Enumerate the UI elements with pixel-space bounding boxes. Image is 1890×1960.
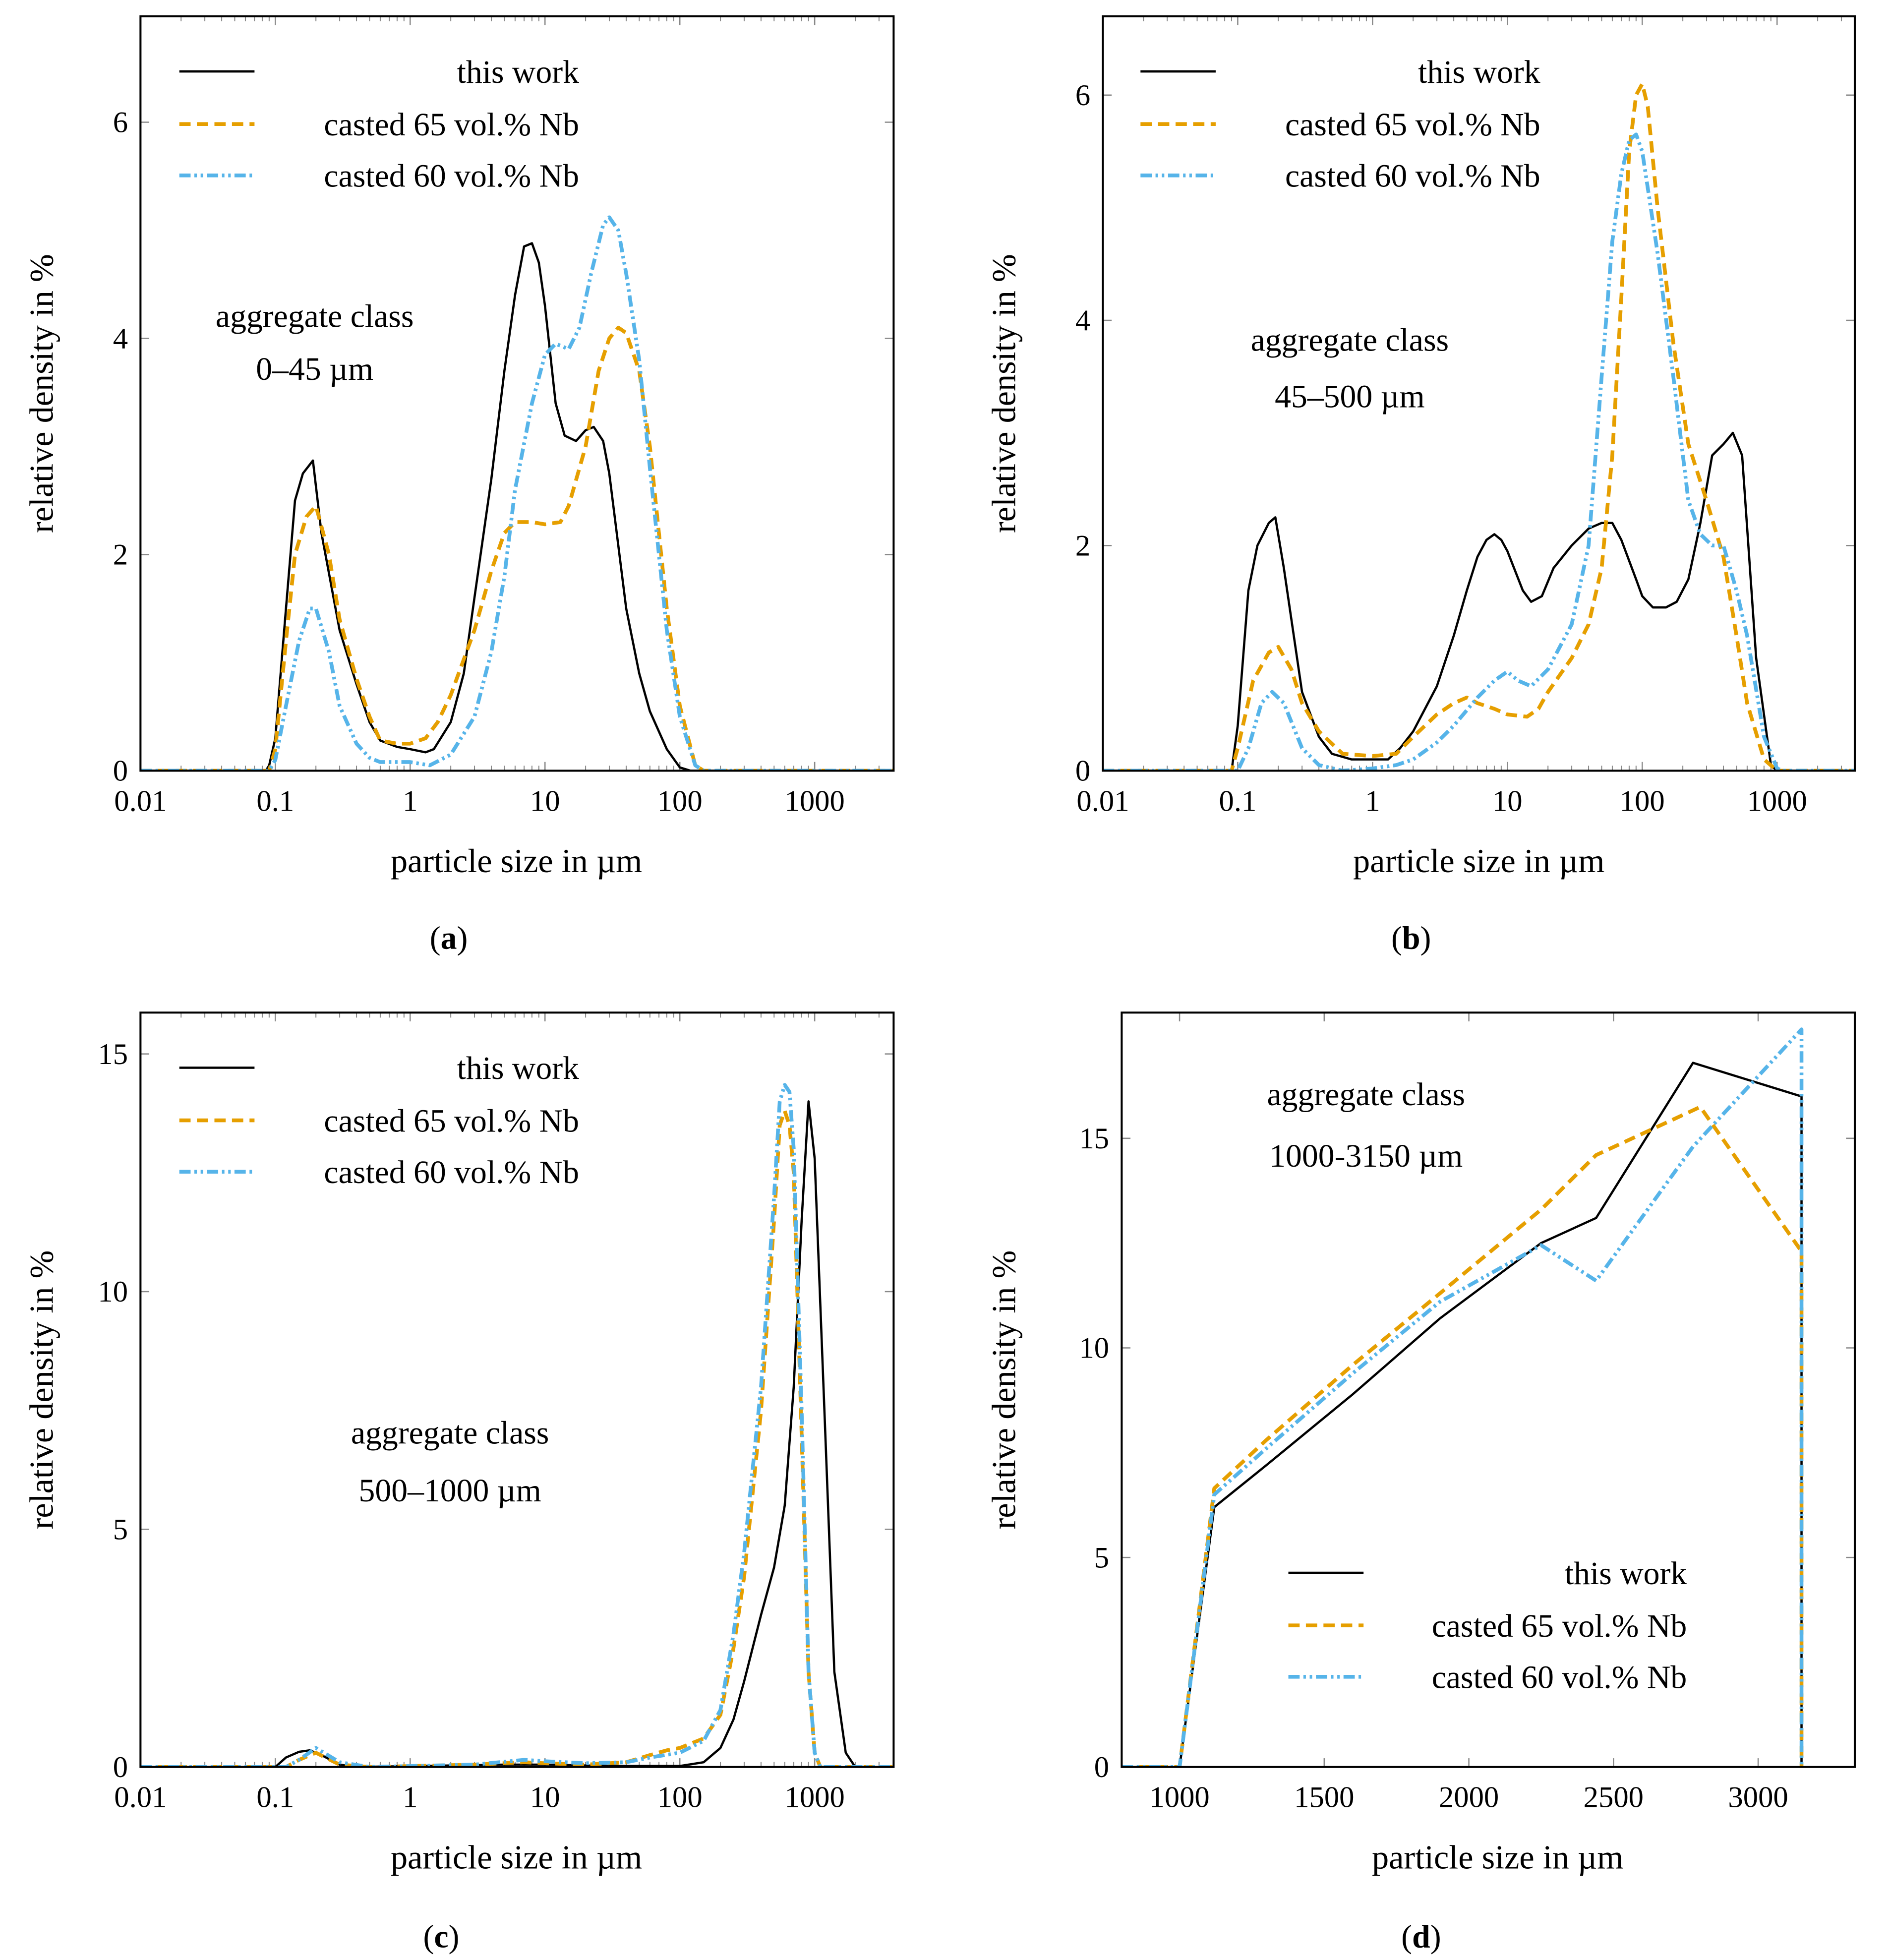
annotation-text: 1000-3150 µm [1269, 1138, 1463, 1174]
annotation-text: 45–500 µm [1275, 378, 1425, 415]
y-axis-label: relative density in % [985, 254, 1023, 533]
panel-caption: (c) [423, 1919, 459, 1955]
legend-label: this work [457, 1050, 580, 1086]
annotation-text: aggregate class [351, 1415, 549, 1451]
y-tick-label: 0 [1094, 1751, 1109, 1784]
y-tick-label: 5 [113, 1513, 128, 1546]
annotation-text: aggregate class [1267, 1076, 1465, 1113]
series-group [1103, 82, 1855, 771]
legend: this work casted 65 vol.% Nb casted 60 vol… [1140, 54, 1540, 194]
chart-panel-c: 0.01 0.1 1 10 100 1000 0 5 10 15 this work casted 6… [22, 1011, 895, 1955]
y-tick-label: 4 [113, 322, 128, 356]
x-tick-label: 1000 [1747, 784, 1807, 818]
chart-panel-d: 1000 1500 2000 2500 3000 0 5 10 15 this work caste… [985, 1011, 1856, 1955]
y-tick-label: 6 [1075, 79, 1090, 112]
y-tick-label: 15 [98, 1038, 128, 1071]
series-line-casted-60-vol-nb [140, 215, 894, 771]
series-group [1122, 1027, 1804, 1767]
annotation-text: 500–1000 µm [359, 1473, 541, 1509]
plot-frame [1121, 1011, 1856, 1768]
x-tick-label: 10 [530, 1781, 560, 1814]
x-tick-label: 1000 [785, 1781, 845, 1814]
annotation-text: aggregate class [1251, 322, 1449, 358]
y-tick-label: 5 [1094, 1541, 1109, 1574]
x-tick-label: 2000 [1439, 1781, 1499, 1814]
x-axis-label: particle size in µm [391, 1838, 642, 1876]
legend-label: casted 65 vol.% Nb [1285, 107, 1540, 143]
panel-caption: (a) [430, 920, 468, 956]
y-tick-label: 2 [113, 538, 128, 572]
plot-frame [1102, 15, 1856, 772]
x-tick-label: 100 [657, 1781, 703, 1814]
legend-label: casted 65 vol.% Nb [324, 1103, 579, 1139]
panel-caption: (b) [1391, 920, 1431, 956]
series-line-casted-65-vol-nb [1122, 1105, 1804, 1767]
x-tick-label: 1500 [1294, 1781, 1354, 1814]
chart-panel-b: 0.01 0.1 1 10 100 1000 0 2 4 6 this work casted 65 … [985, 15, 1856, 956]
plot-frame [139, 1011, 895, 1768]
legend-label: casted 60 vol.% Nb [324, 1154, 579, 1190]
series-line-this-work [140, 242, 894, 771]
legend-label: casted 60 vol.% Nb [1432, 1660, 1687, 1696]
y-axis-label: relative density in % [22, 1250, 60, 1530]
series-line-casted-60-vol-nb [140, 1083, 894, 1767]
x-tick-label: 0.1 [256, 784, 294, 818]
x-tick-label: 0.1 [256, 1781, 294, 1814]
y-tick-label: 0 [113, 1751, 128, 1784]
y-tick-label: 10 [1079, 1332, 1109, 1365]
series-group [140, 215, 894, 771]
series-line-casted-60-vol-nb [1103, 132, 1855, 771]
series-line-casted-60-vol-nb [1122, 1027, 1804, 1767]
series-group [140, 1083, 894, 1767]
legend-label: casted 65 vol.% Nb [1432, 1608, 1687, 1644]
y-tick-label: 15 [1079, 1122, 1109, 1155]
legend: this work casted 65 vol.% Nb casted 60 vol… [1288, 1555, 1687, 1696]
y-tick-label: 0 [1075, 755, 1090, 788]
x-tick-label: 10 [530, 784, 560, 818]
x-tick-label: 1000 [785, 784, 845, 818]
legend-label: this work [457, 54, 580, 90]
x-tick-label: 1 [403, 1781, 417, 1814]
y-tick-label: 2 [1075, 529, 1090, 562]
x-axis-label: particle size in µm [391, 842, 642, 880]
series-line-casted-65-vol-nb [140, 325, 894, 771]
legend: this work casted 65 vol.% Nb casted 60 vol… [179, 54, 579, 194]
x-tick-label: 0.1 [1219, 784, 1257, 818]
annotation-text: 0–45 µm [256, 351, 373, 387]
x-tick-label: 1000 [1149, 1781, 1209, 1814]
x-tick-label: 100 [1620, 784, 1665, 818]
x-tick-label: 3000 [1728, 1781, 1788, 1814]
legend: this work casted 65 vol.% Nb casted 60 vol… [179, 1050, 579, 1190]
series-line-casted-65-vol-nb [1103, 82, 1855, 771]
x-tick-label: 0.01 [1076, 784, 1129, 818]
x-axis-label: particle size in µm [1353, 842, 1604, 880]
y-tick-label: 0 [113, 755, 128, 788]
y-axis-label: relative density in % [22, 254, 60, 533]
x-tick-label: 1 [403, 784, 417, 818]
plot-frame [139, 15, 895, 772]
series-line-this-work [1103, 431, 1855, 771]
x-tick-label: 100 [657, 784, 703, 818]
panel-caption: (d) [1401, 1919, 1441, 1955]
y-tick-label: 6 [113, 106, 128, 139]
y-tick-label: 4 [1075, 304, 1090, 337]
x-tick-label: 0.01 [114, 784, 167, 818]
legend-label: casted 60 vol.% Nb [1285, 158, 1540, 194]
legend-label: casted 65 vol.% Nb [324, 107, 579, 143]
x-axis-label: particle size in µm [1372, 1838, 1623, 1876]
annotation-text: aggregate class [216, 298, 413, 335]
legend-label: casted 60 vol.% Nb [324, 158, 579, 194]
x-tick-label: 10 [1492, 784, 1523, 818]
chart-panel-a: 0.01 0.1 1 10 100 1000 0 2 4 6 this work casted 65 … [22, 15, 895, 956]
legend-label: this work [1565, 1555, 1687, 1592]
x-tick-label: 2500 [1584, 1781, 1644, 1814]
x-tick-label: 1 [1365, 784, 1380, 818]
x-tick-label: 0.01 [114, 1781, 167, 1814]
y-tick-label: 10 [98, 1275, 128, 1308]
y-axis-label: relative density in % [985, 1250, 1023, 1530]
legend-label: this work [1418, 54, 1540, 90]
series-line-casted-65-vol-nb [140, 1109, 894, 1767]
